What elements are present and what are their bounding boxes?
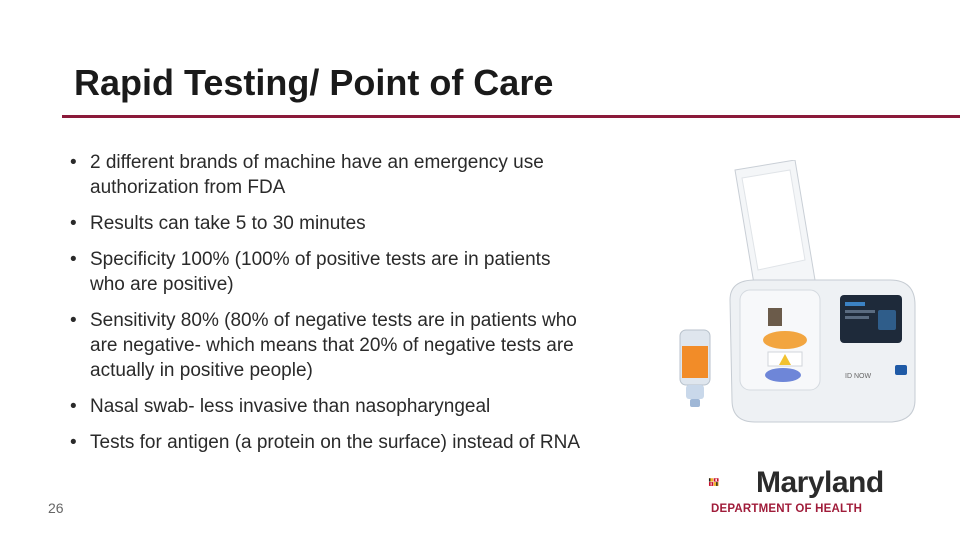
logo-wordmark: Maryland	[756, 466, 884, 499]
slide-title: Rapid Testing/ Point of Care	[74, 62, 554, 103]
bullet-item: Results can take 5 to 30 minutes	[70, 211, 590, 236]
bullet-item: Specificity 100% (100% of positive tests…	[70, 247, 590, 297]
bullet-list: 2 different brands of machine have an em…	[70, 150, 590, 466]
bullet-item: 2 different brands of machine have an em…	[70, 150, 590, 200]
bullet-item: Sensitivity 80% (80% of negative tests a…	[70, 308, 590, 383]
swab-tube-icon	[679, 329, 711, 407]
rapid-test-machine-image: ID NOW	[679, 160, 916, 423]
bullet-item: Nasal swab- less invasive than nasophary…	[70, 394, 590, 419]
title-rule	[62, 115, 960, 118]
bullet-item: Tests for antigen (a protein on the surf…	[70, 430, 590, 455]
device-label: ID NOW	[845, 373, 871, 380]
logo-subtitle: DEPARTMENT OF HEALTH	[711, 503, 863, 515]
page-number: 26	[48, 500, 64, 516]
maryland-flag-logo-icon	[708, 478, 719, 486]
